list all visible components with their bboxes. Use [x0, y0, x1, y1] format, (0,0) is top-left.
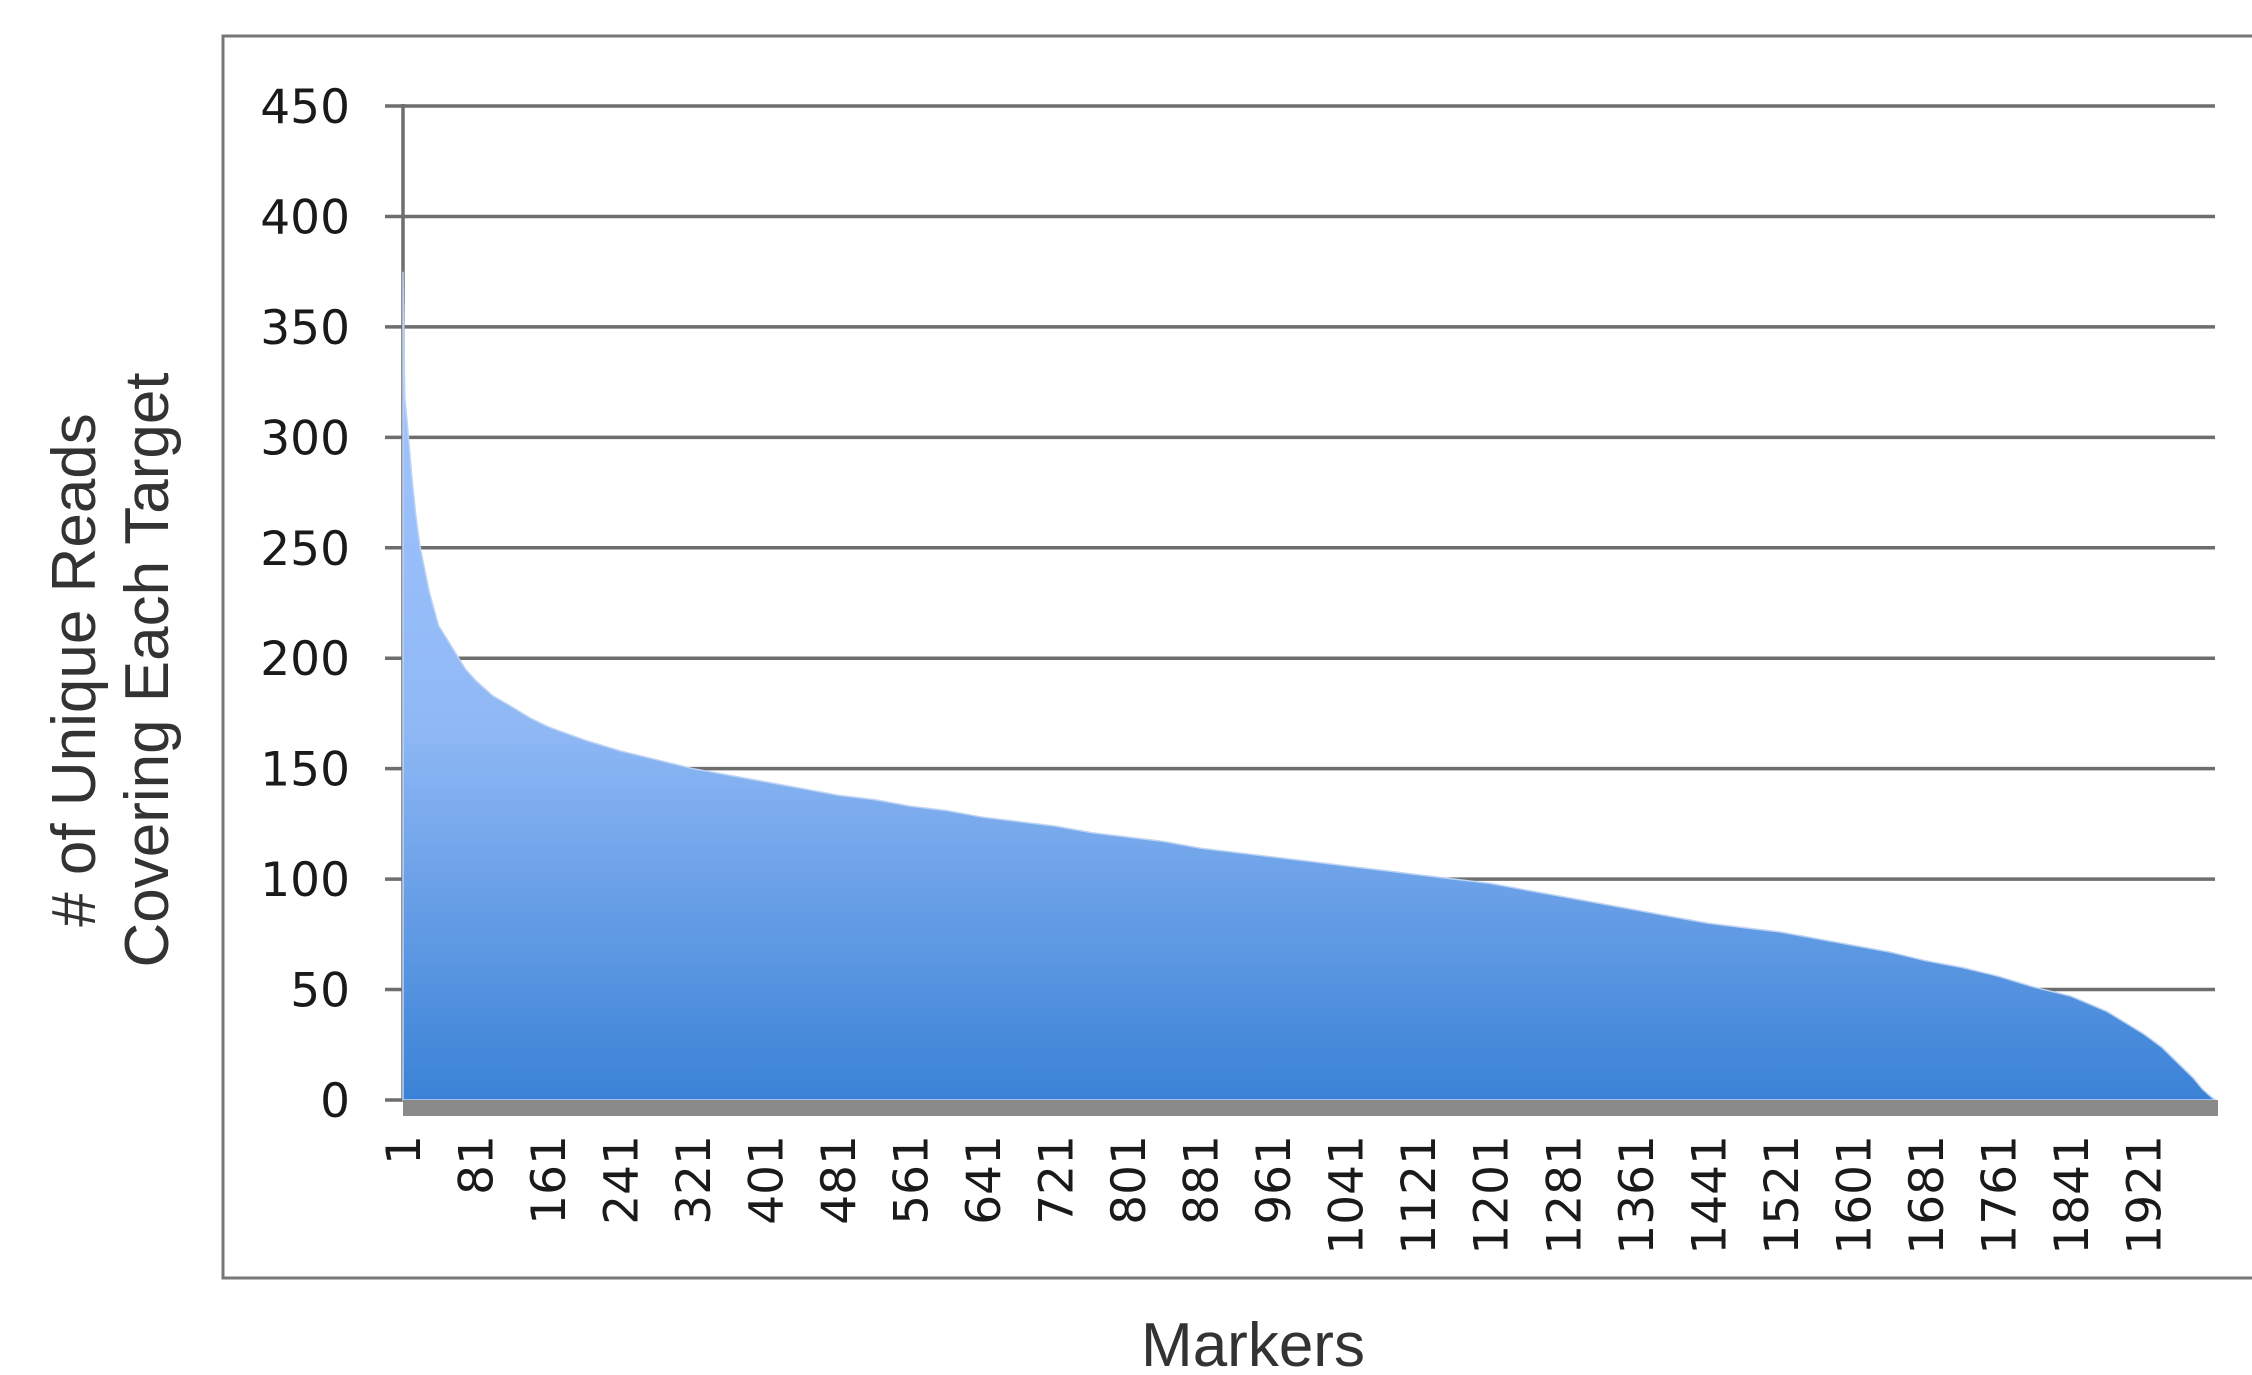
y-axis-title-line-2: Covering Each Target	[113, 372, 182, 967]
y-tick-label-250: 250	[260, 522, 350, 577]
x-axis-title: Markers	[1141, 1311, 1365, 1375]
y-tick-label-100: 100	[260, 853, 350, 908]
x-tick-label-1361: 1361	[1610, 1135, 1665, 1255]
y-tick-label-150: 150	[260, 743, 350, 798]
y-tick-label-0: 0	[320, 1074, 350, 1129]
x-tick-label-241: 241	[595, 1135, 650, 1225]
x-tick-label-721: 721	[1030, 1135, 1085, 1225]
x-tick-label-1761: 1761	[1972, 1135, 2027, 1255]
y-tick-label-300: 300	[260, 411, 350, 466]
y-tick-label-400: 400	[260, 190, 350, 245]
x-tick-label-1921: 1921	[2117, 1135, 2172, 1255]
x-tick-label-481: 481	[812, 1135, 867, 1225]
x-tick-label-801: 801	[1102, 1135, 1157, 1225]
x-tick-label-161: 161	[522, 1135, 577, 1225]
x-tick-label-1201: 1201	[1465, 1135, 1520, 1255]
y-tick-label-200: 200	[260, 632, 350, 687]
x-tick-label-561: 561	[885, 1135, 940, 1225]
x-tick-label-81: 81	[450, 1135, 505, 1195]
y-tick-label-350: 350	[260, 301, 350, 356]
x-tick-label-1601: 1601	[1827, 1135, 1882, 1255]
y-tick-label-50: 50	[290, 964, 350, 1019]
x-tick-label-881: 881	[1175, 1135, 1230, 1225]
x-tick-label-1121: 1121	[1392, 1135, 1447, 1255]
x-tick-label-1: 1	[377, 1135, 432, 1165]
x-tick-label-1281: 1281	[1537, 1135, 1592, 1255]
x-tick-label-961: 961	[1247, 1135, 1302, 1225]
y-axis-ticks: 0 50 100 150 200 250 300 350 400 450	[260, 80, 350, 1129]
x-tick-label-1441: 1441	[1682, 1135, 1737, 1255]
x-tick-label-1841: 1841	[2045, 1135, 2100, 1255]
y-axis-title: # of Unique Reads	[40, 413, 109, 927]
baseline-bar	[403, 1100, 2218, 1116]
y-axis-title-line-1: # of Unique Reads	[40, 413, 109, 927]
x-axis-baseline	[403, 1100, 2218, 1116]
y-axis-title-2: Covering Each Target	[113, 372, 182, 967]
x-axis-ticks: 1 81 161 241 321 401 481 561 641 721 801 881 961 1041…	[377, 1135, 2172, 1255]
x-tick-label-1521: 1521	[1755, 1135, 1810, 1255]
data-area	[402, 271, 2218, 1101]
x-tick-label-401: 401	[740, 1135, 795, 1225]
x-tick-label-1041: 1041	[1320, 1135, 1375, 1255]
x-tick-label-1681: 1681	[1900, 1135, 1955, 1255]
x-tick-label-641: 641	[957, 1135, 1012, 1225]
area-series-coverage	[402, 271, 2218, 1101]
x-tick-label-321: 321	[667, 1135, 722, 1225]
y-tick-label-450: 450	[260, 80, 350, 135]
